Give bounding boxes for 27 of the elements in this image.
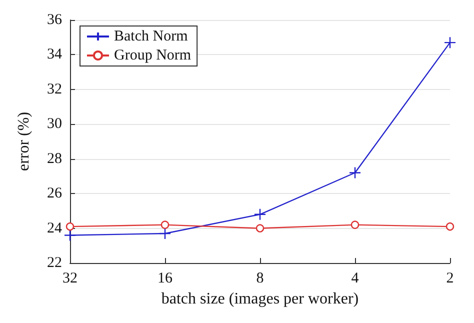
point xyxy=(256,224,264,232)
y-axis-title: error (%) xyxy=(16,112,32,172)
point xyxy=(446,222,454,231)
point xyxy=(66,222,74,231)
y-tick-label: 26 xyxy=(47,186,62,202)
y-tick-label: 36 xyxy=(47,12,62,28)
point xyxy=(64,229,76,242)
y-tick-label: 32 xyxy=(47,81,62,98)
x-tick-label: 32 xyxy=(62,270,78,286)
point xyxy=(160,220,170,229)
x-tick-label: 4 xyxy=(351,270,360,286)
x-tick-label: 2 xyxy=(446,270,454,286)
legend-label: Group Norm xyxy=(114,48,192,64)
point xyxy=(350,220,360,229)
y-tick-label: 34 xyxy=(47,46,62,63)
y-tick-label: 22 xyxy=(47,255,62,271)
point xyxy=(158,227,172,240)
x-axis-title: batch size (images per worker) xyxy=(161,290,359,308)
x-tick-label: 16 xyxy=(158,270,173,286)
point xyxy=(444,36,456,49)
point xyxy=(254,208,266,220)
y-tick-label: 28 xyxy=(47,150,62,167)
x-tick-label: 8 xyxy=(256,270,264,286)
y-tick-label: 24 xyxy=(47,220,62,236)
point xyxy=(348,166,362,179)
legend-label: Batch Norm xyxy=(114,28,188,44)
y-tick-label: 30 xyxy=(47,116,62,132)
